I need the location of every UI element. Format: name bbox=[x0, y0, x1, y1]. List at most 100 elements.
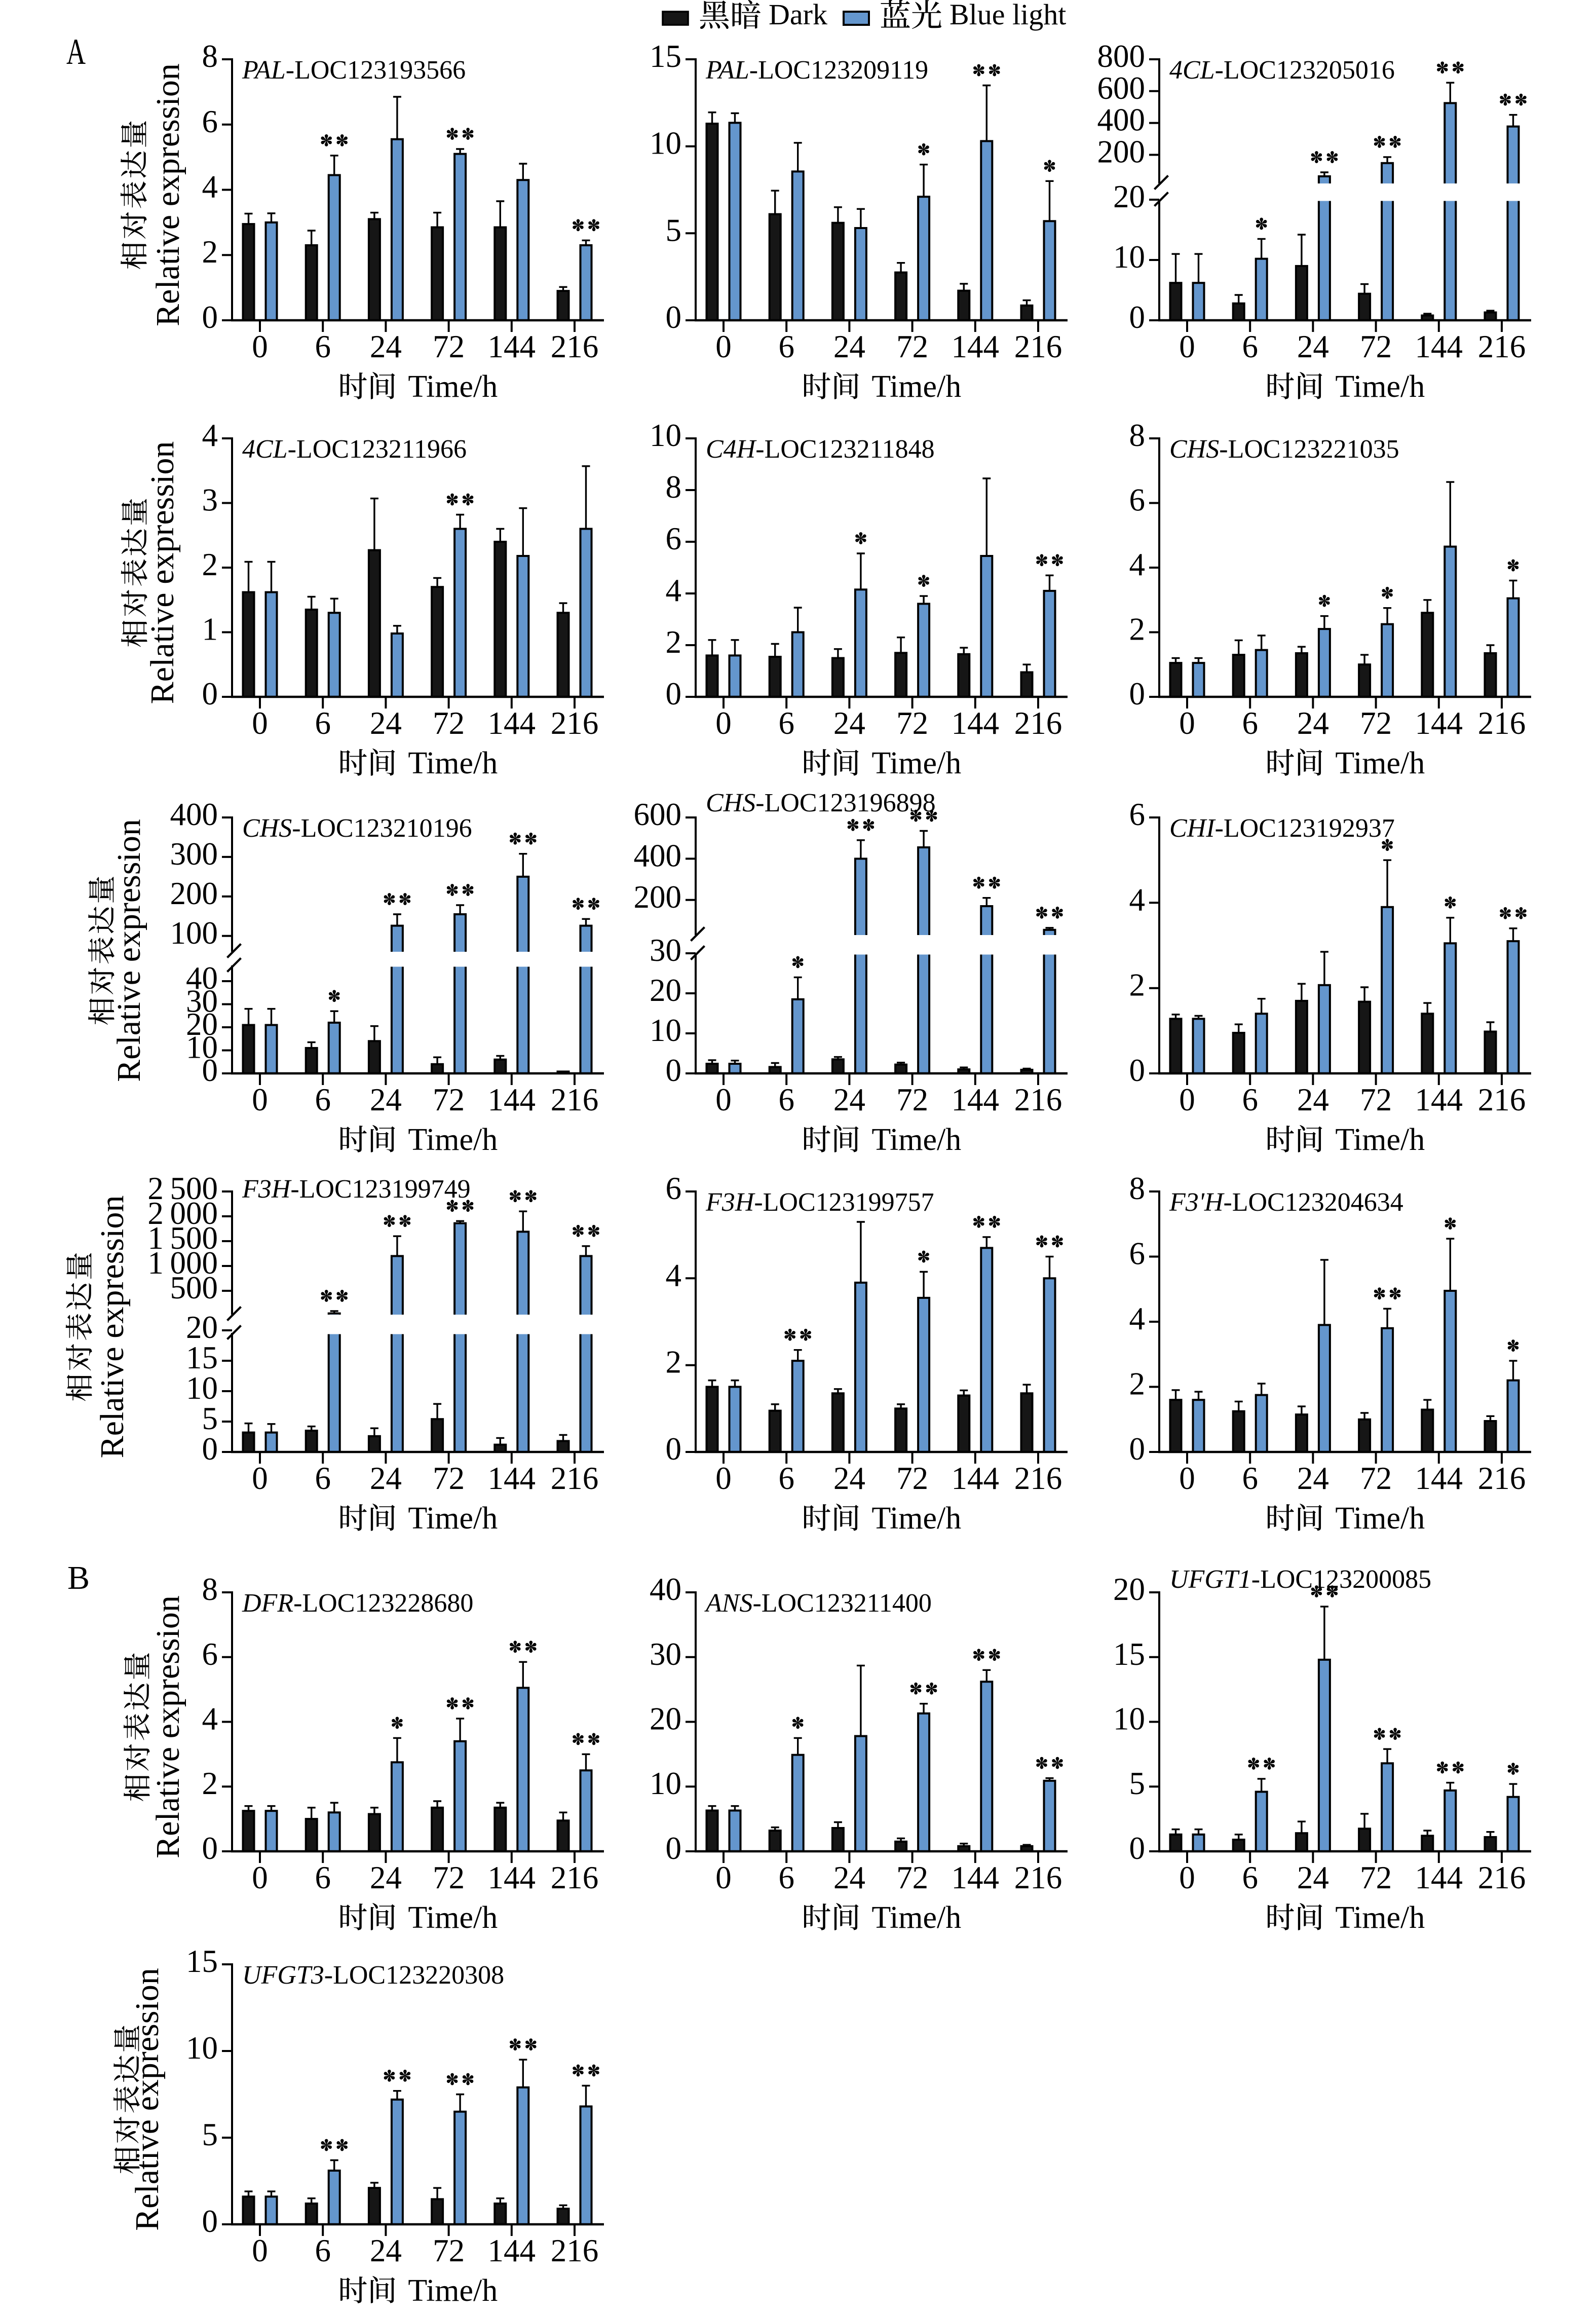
svg-text:0: 0 bbox=[666, 1053, 682, 1088]
svg-text:Time/h: Time/h bbox=[1335, 746, 1425, 780]
svg-text:8: 8 bbox=[1129, 418, 1146, 453]
svg-text:Relative expression: Relative expression bbox=[149, 1595, 186, 1858]
svg-text:24: 24 bbox=[1297, 705, 1329, 741]
svg-text:400: 400 bbox=[1097, 102, 1146, 138]
svg-text:4CL-LOC123211966: 4CL-LOC123211966 bbox=[242, 435, 467, 464]
svg-text:Time/h: Time/h bbox=[408, 1900, 498, 1935]
svg-text:8: 8 bbox=[666, 469, 682, 505]
svg-text:6: 6 bbox=[778, 1461, 794, 1496]
svg-text:40: 40 bbox=[186, 960, 218, 996]
svg-text:6: 6 bbox=[778, 705, 794, 741]
svg-text:6: 6 bbox=[1242, 329, 1258, 364]
svg-text:24: 24 bbox=[370, 1461, 402, 1496]
svg-text:24: 24 bbox=[833, 1082, 865, 1117]
svg-text:72: 72 bbox=[433, 1082, 465, 1117]
svg-text:216: 216 bbox=[1014, 1860, 1062, 1895]
svg-text:15: 15 bbox=[186, 1944, 218, 1979]
svg-text:F3'H-LOC123204634: F3'H-LOC123204634 bbox=[1169, 1188, 1403, 1217]
svg-text:10: 10 bbox=[650, 418, 681, 453]
svg-text:216: 216 bbox=[1478, 329, 1526, 364]
svg-text:24: 24 bbox=[833, 329, 865, 364]
svg-text:216: 216 bbox=[551, 329, 599, 364]
svg-text:400: 400 bbox=[634, 838, 682, 873]
svg-text:72: 72 bbox=[896, 1082, 928, 1117]
svg-text:UFGT3-LOC123220308: UFGT3-LOC123220308 bbox=[242, 1961, 504, 1990]
svg-text:0: 0 bbox=[252, 705, 268, 741]
svg-text:4: 4 bbox=[666, 1257, 682, 1293]
svg-text:Time/h: Time/h bbox=[871, 1501, 961, 1536]
svg-text:216: 216 bbox=[551, 705, 599, 741]
svg-text:CHI-LOC123192937: CHI-LOC123192937 bbox=[1169, 814, 1395, 843]
svg-text:216: 216 bbox=[1014, 705, 1062, 741]
svg-text:2: 2 bbox=[202, 234, 218, 270]
svg-text:6: 6 bbox=[666, 521, 682, 556]
svg-text:24: 24 bbox=[1297, 1461, 1329, 1496]
svg-text:ANS-LOC123211400: ANS-LOC123211400 bbox=[704, 1589, 932, 1618]
svg-text:CHS-LOC123210196: CHS-LOC123210196 bbox=[242, 814, 472, 843]
svg-text:144: 144 bbox=[488, 1461, 536, 1496]
svg-text:0: 0 bbox=[1129, 1053, 1146, 1088]
svg-text:Time/h: Time/h bbox=[408, 1123, 498, 1157]
svg-text:72: 72 bbox=[433, 2233, 465, 2268]
svg-text:Relative expression: Relative expression bbox=[144, 441, 181, 704]
svg-text:4CL-LOC123205016: 4CL-LOC123205016 bbox=[1169, 56, 1395, 85]
svg-text:Time/h: Time/h bbox=[1335, 1501, 1425, 1536]
svg-text:1 500: 1 500 bbox=[147, 1220, 218, 1256]
svg-text:4: 4 bbox=[666, 573, 682, 608]
svg-text:8: 8 bbox=[202, 1572, 218, 1607]
svg-text:Time/h: Time/h bbox=[408, 1501, 498, 1536]
svg-text:300: 300 bbox=[170, 836, 218, 872]
svg-text:144: 144 bbox=[488, 329, 536, 364]
svg-text:20: 20 bbox=[1113, 179, 1145, 214]
svg-text:Blue light: Blue light bbox=[949, 0, 1066, 31]
svg-text:216: 216 bbox=[551, 2233, 599, 2268]
svg-text:0: 0 bbox=[1129, 1431, 1146, 1467]
svg-text:6: 6 bbox=[315, 1082, 331, 1117]
svg-text:30: 30 bbox=[650, 1636, 681, 1672]
svg-text:216: 216 bbox=[551, 1461, 599, 1496]
svg-text:144: 144 bbox=[488, 1082, 536, 1117]
svg-text:5: 5 bbox=[202, 1401, 218, 1436]
svg-text:0: 0 bbox=[715, 705, 732, 741]
svg-text:0: 0 bbox=[202, 1431, 218, 1467]
svg-text:0: 0 bbox=[252, 1082, 268, 1117]
svg-text:6: 6 bbox=[666, 1171, 682, 1206]
svg-text:2 500: 2 500 bbox=[147, 1171, 218, 1206]
svg-text:0: 0 bbox=[715, 1461, 732, 1496]
svg-text:800: 800 bbox=[1097, 39, 1146, 74]
svg-text:72: 72 bbox=[433, 329, 465, 364]
svg-text:15: 15 bbox=[1113, 1636, 1145, 1672]
svg-text:144: 144 bbox=[1415, 705, 1463, 741]
svg-text:216: 216 bbox=[1478, 1082, 1526, 1117]
svg-text:Relative expression: Relative expression bbox=[94, 1196, 131, 1459]
svg-text:2: 2 bbox=[666, 624, 682, 660]
svg-text:F3H-LOC123199749: F3H-LOC123199749 bbox=[242, 1175, 471, 1204]
svg-text:Relative expression: Relative expression bbox=[110, 819, 147, 1082]
svg-text:6: 6 bbox=[778, 1860, 794, 1895]
svg-text:10: 10 bbox=[186, 2030, 218, 2066]
svg-text:0: 0 bbox=[1179, 705, 1195, 741]
svg-text:Time/h: Time/h bbox=[871, 369, 961, 404]
svg-text:144: 144 bbox=[1415, 1860, 1463, 1895]
svg-text:144: 144 bbox=[1415, 1461, 1463, 1496]
svg-text:216: 216 bbox=[1014, 329, 1062, 364]
svg-text:0: 0 bbox=[202, 2204, 218, 2239]
svg-text:24: 24 bbox=[370, 1082, 402, 1117]
svg-text:10: 10 bbox=[186, 1370, 218, 1406]
svg-text:CHS-LOC123196898: CHS-LOC123196898 bbox=[706, 789, 936, 817]
svg-text:6: 6 bbox=[778, 1082, 794, 1117]
svg-text:2 000: 2 000 bbox=[147, 1196, 218, 1231]
svg-text:72: 72 bbox=[1360, 1860, 1392, 1895]
svg-text:216: 216 bbox=[551, 1860, 599, 1895]
svg-text:24: 24 bbox=[833, 705, 865, 741]
svg-text:A: A bbox=[66, 31, 86, 72]
svg-text:5: 5 bbox=[666, 212, 682, 248]
svg-text:200: 200 bbox=[1097, 134, 1146, 170]
svg-text:0: 0 bbox=[1179, 1461, 1195, 1496]
svg-text:6: 6 bbox=[1129, 1236, 1146, 1272]
svg-text:2: 2 bbox=[202, 547, 218, 582]
svg-text:144: 144 bbox=[488, 705, 536, 741]
svg-text:72: 72 bbox=[1360, 1461, 1392, 1496]
svg-text:30: 30 bbox=[186, 984, 218, 1019]
svg-text:DFR-LOC123228680: DFR-LOC123228680 bbox=[242, 1589, 473, 1618]
